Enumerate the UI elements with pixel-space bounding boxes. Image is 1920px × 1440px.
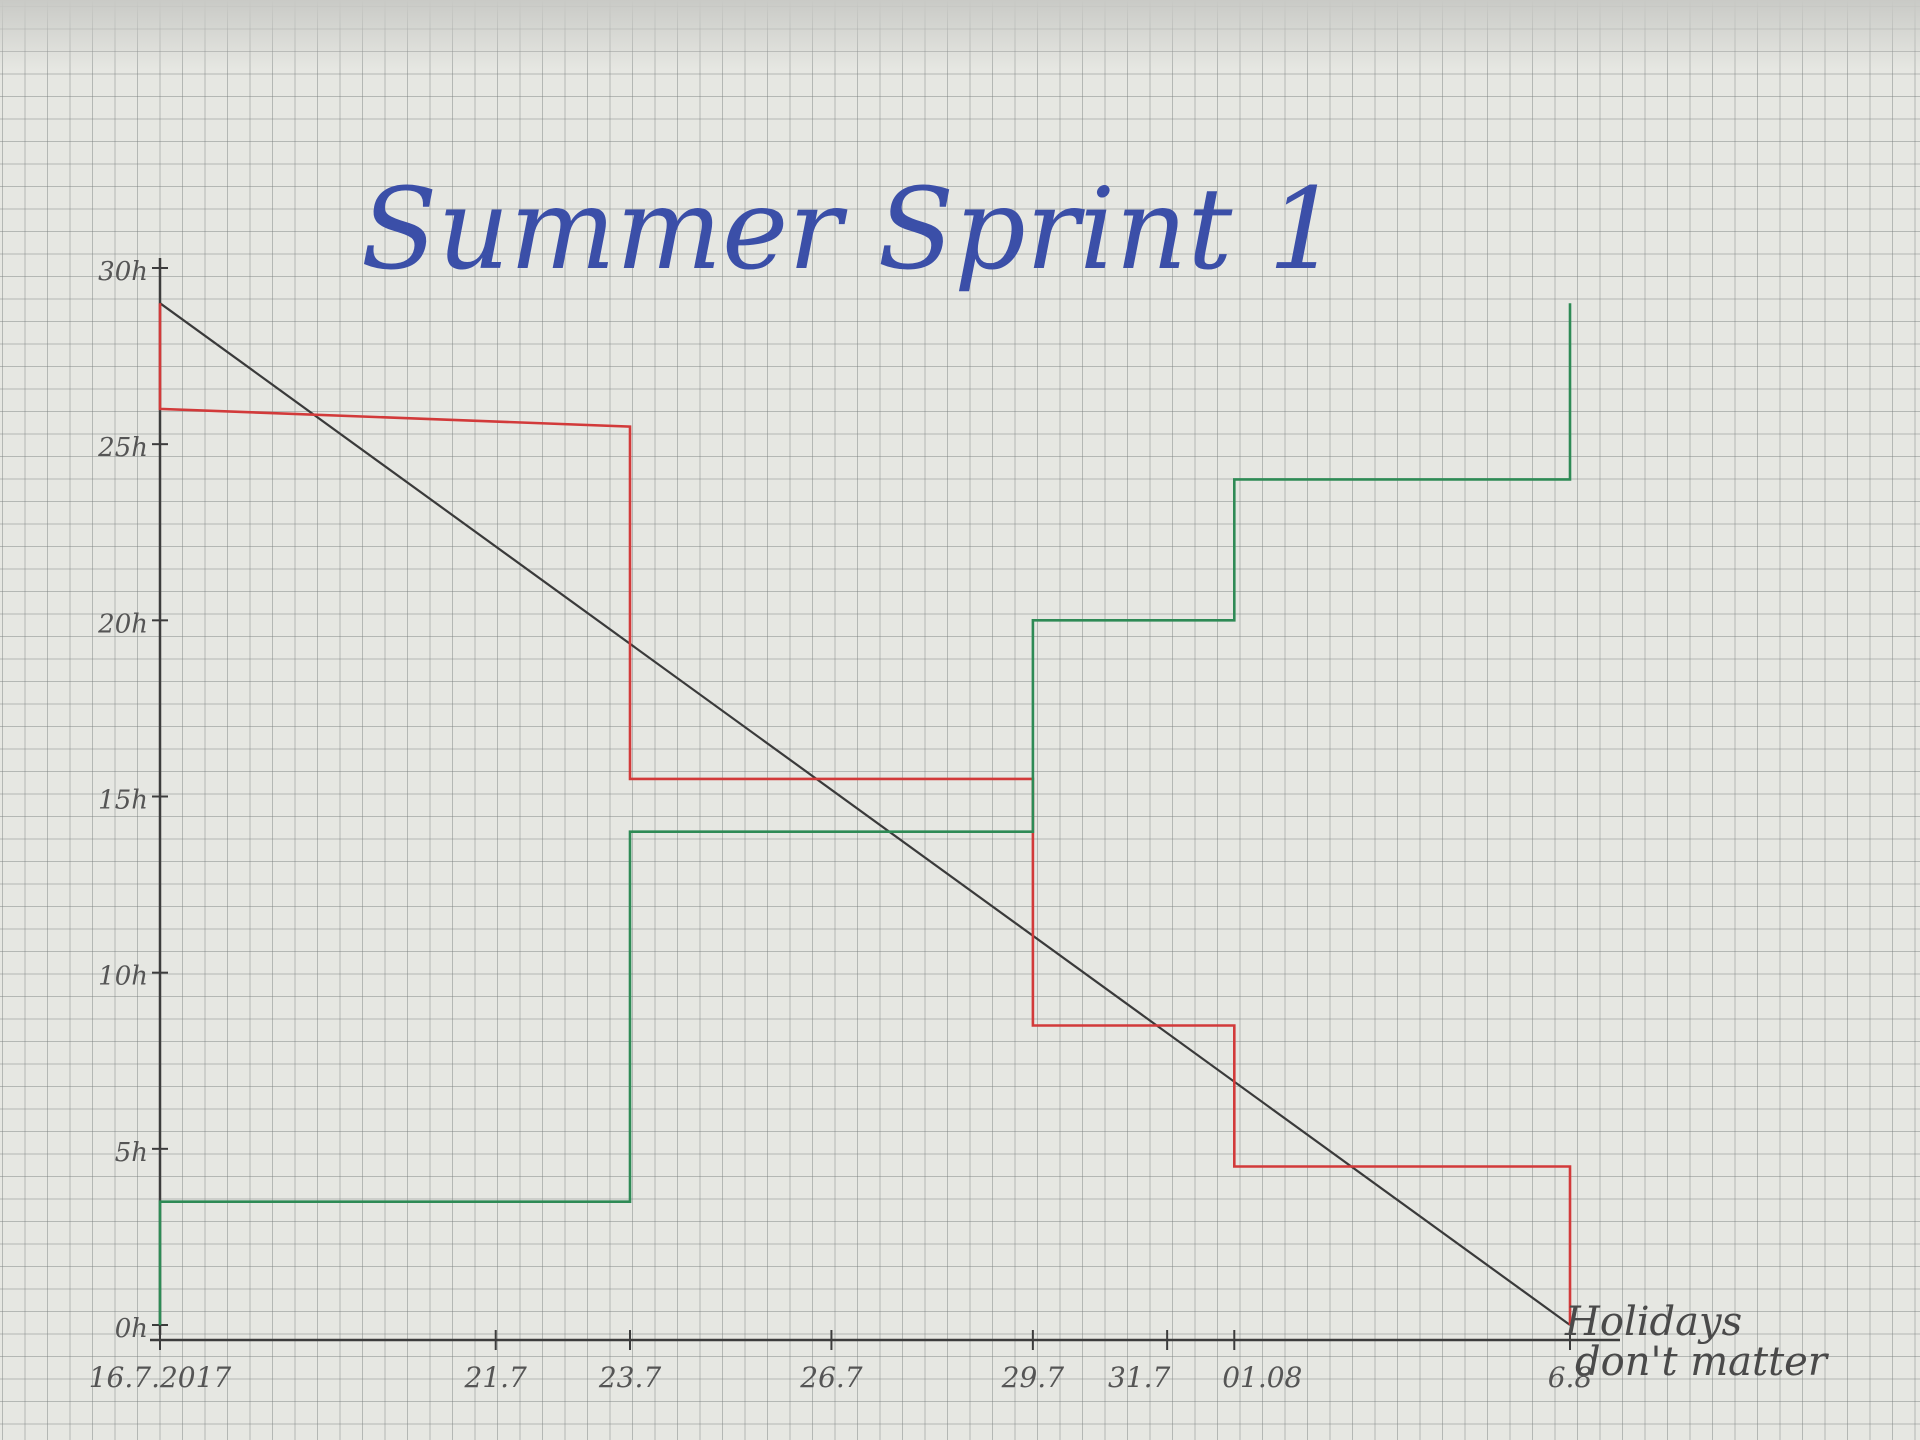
series-layer	[158, 302, 1572, 1326]
y-tick-label: 30h	[98, 257, 148, 287]
y-tick-label: 25h	[97, 433, 148, 463]
y-tick-label: 20h	[97, 609, 148, 639]
tick-labels: 0h 5h 10h 15h 20h 25h 30h 16.7.2017 21.7 23.7 26.7…	[89, 257, 1593, 1394]
x-tick-label: 6.8	[1548, 1361, 1593, 1394]
axes	[150, 258, 1620, 1350]
x-tick-label: 21.7	[464, 1361, 528, 1394]
series-line-2	[158, 303, 1572, 1325]
series-line-1	[159, 302, 1571, 1326]
y-tick-label: 10h	[98, 962, 148, 992]
chart-title: Summer Sprint 1	[361, 165, 1339, 295]
x-tick-label: 29.7	[1001, 1361, 1065, 1394]
annotation-dont-matter: don't matter	[1575, 1339, 1830, 1385]
y-tick-label: 15h	[98, 786, 148, 816]
x-tick-label: 31.7	[1108, 1361, 1171, 1394]
annotation-holidays: Holidays	[1564, 1299, 1742, 1345]
paper-edge-shadow	[0, 0, 1920, 70]
y-tick-label: 5h	[115, 1138, 148, 1168]
y-tick-label: 0h	[115, 1314, 148, 1344]
x-tick-label: 26.7	[799, 1361, 863, 1394]
x-tick-label: 01.08	[1222, 1361, 1302, 1394]
x-tick-label: 16.7.2017	[89, 1361, 232, 1394]
x-tick-label: 23.7	[598, 1361, 662, 1394]
series-line-3	[158, 303, 1572, 1325]
